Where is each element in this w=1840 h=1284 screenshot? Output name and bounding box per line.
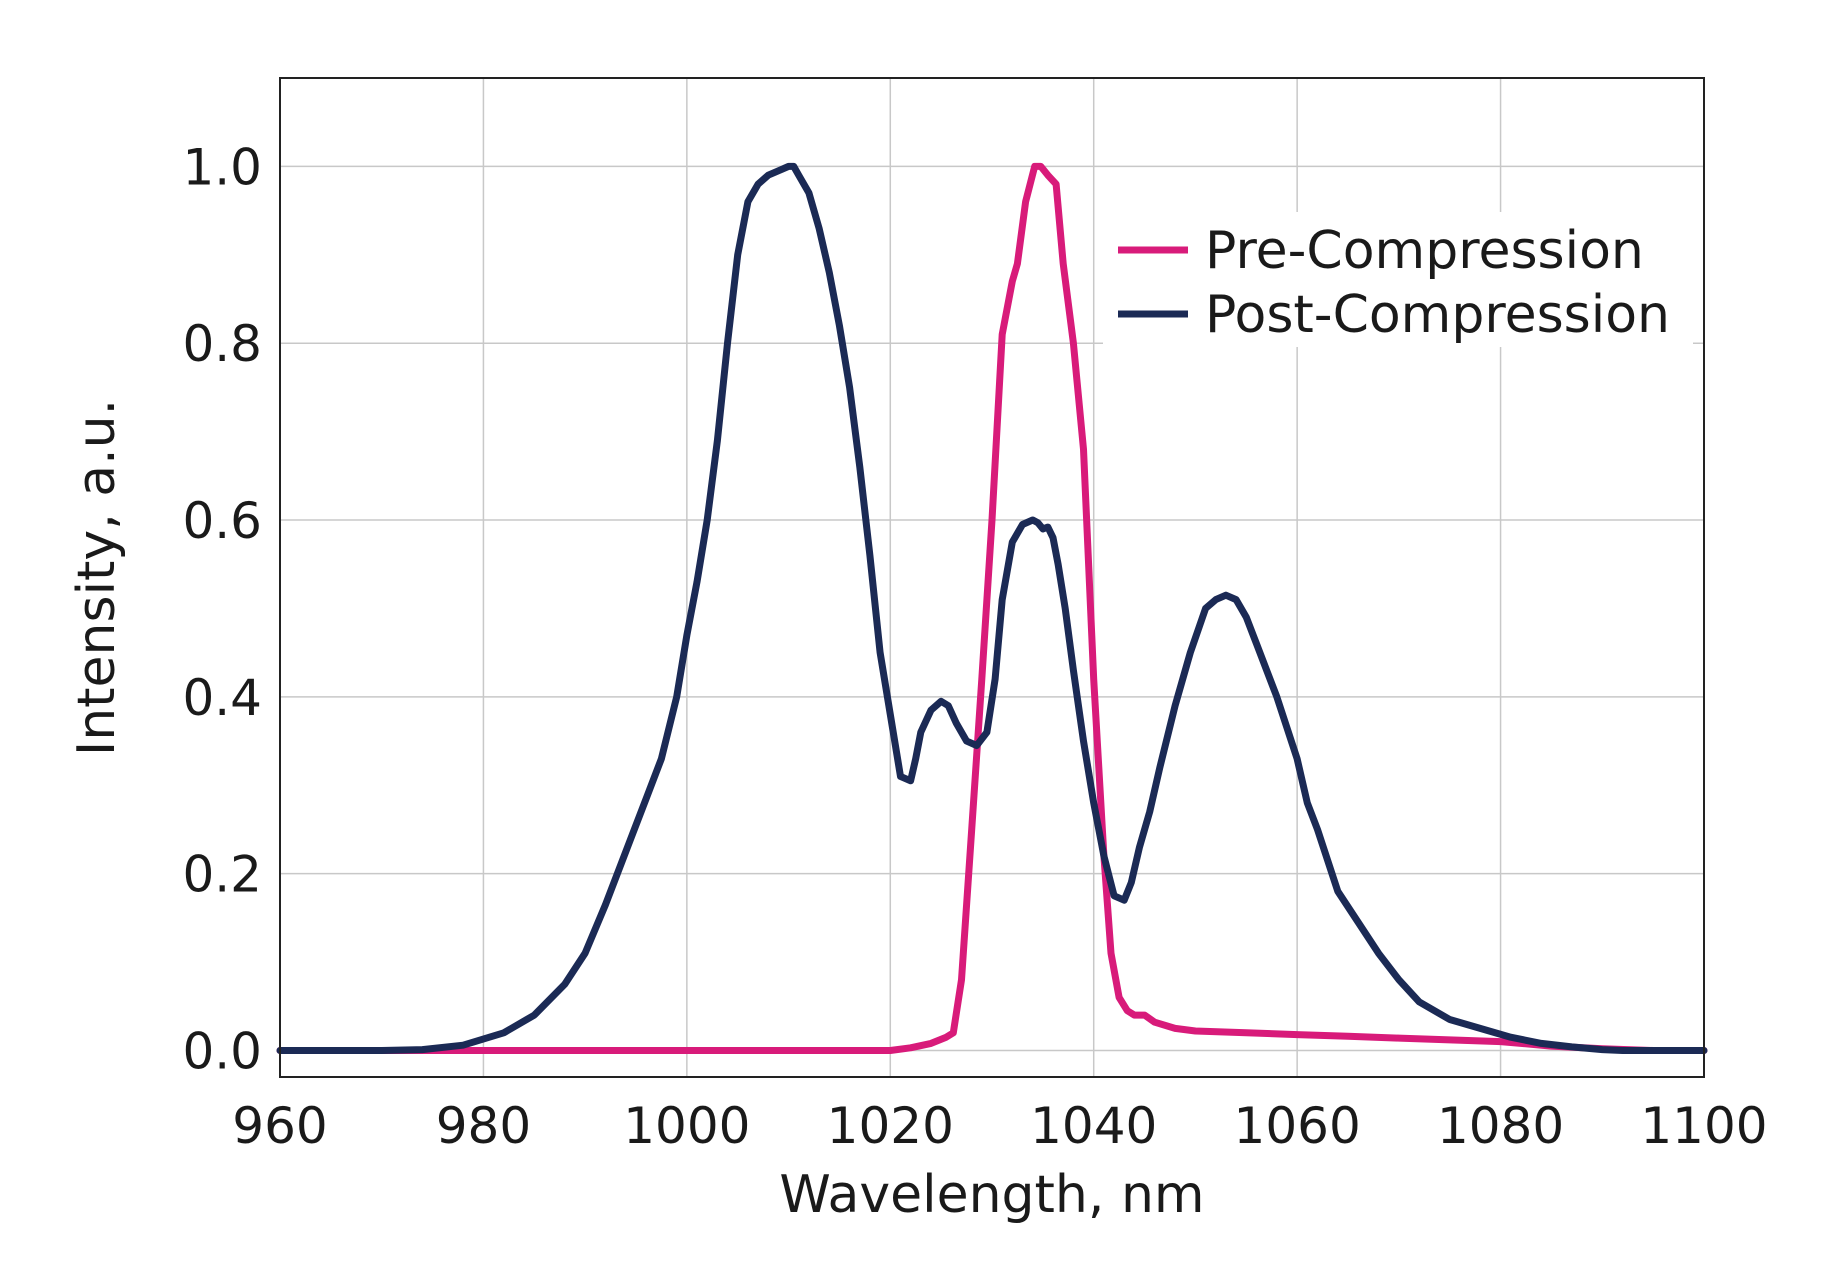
x-tick-label: 1060 xyxy=(1234,1097,1361,1155)
y-tick-label: 1.0 xyxy=(182,138,262,196)
y-tick-label: 0.4 xyxy=(182,669,262,727)
y-axis-ticks: 0.0 0.2 0.4 0.6 0.8 1.0 xyxy=(182,138,262,1080)
series-line-pre-compression xyxy=(276,162,1708,1054)
x-axis-ticks: 960 980 1000 1020 1040 1060 1080 1100 xyxy=(232,1097,1767,1155)
x-tick-label: 1040 xyxy=(1030,1097,1157,1155)
y-tick-label: 0.6 xyxy=(182,492,262,550)
x-tick-label: 1020 xyxy=(827,1097,954,1155)
y-tick-label: 0.0 xyxy=(182,1022,262,1080)
legend-label: Pre-Compression xyxy=(1205,221,1644,281)
x-tick-label: 960 xyxy=(232,1097,327,1155)
series-line-post-compression xyxy=(276,162,1708,1054)
x-tick-label: 1080 xyxy=(1437,1097,1564,1155)
y-tick-label: 0.2 xyxy=(182,846,262,904)
legend-background xyxy=(1103,212,1693,347)
plot-frame xyxy=(279,77,1705,1078)
x-axis-label: Wavelength, nm xyxy=(779,1165,1204,1225)
series-layer xyxy=(276,162,1708,1054)
y-tick-label: 0.8 xyxy=(182,315,262,373)
x-tick-label: 980 xyxy=(436,1097,531,1155)
x-tick-label: 1000 xyxy=(623,1097,750,1155)
y-axis-label: Intensity, a.u. xyxy=(67,399,127,756)
x-tick-label: 1100 xyxy=(1640,1097,1767,1155)
legend-label: Post-Compression xyxy=(1205,285,1670,345)
